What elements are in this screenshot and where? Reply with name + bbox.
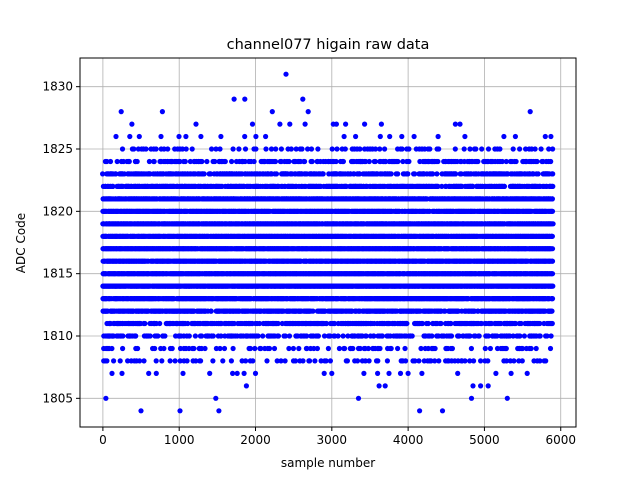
data-point — [296, 345, 302, 352]
data-point — [135, 345, 141, 352]
data-point — [221, 345, 228, 352]
data-point — [199, 333, 205, 339]
data-point — [110, 183, 116, 189]
data-point — [126, 158, 132, 165]
data-point — [366, 158, 372, 165]
data-point — [109, 345, 115, 352]
data-point — [395, 345, 401, 352]
data-point — [113, 171, 119, 177]
data-point — [199, 158, 205, 165]
data-point — [134, 158, 140, 165]
data-point — [286, 345, 292, 352]
data-point — [210, 333, 216, 339]
data-point — [230, 345, 236, 352]
data-point — [107, 158, 114, 165]
data-point — [336, 345, 342, 352]
data-point — [217, 345, 223, 352]
data-point — [147, 333, 153, 339]
data-point — [155, 333, 161, 339]
data-point — [388, 171, 394, 177]
data-point — [185, 320, 191, 327]
data-point — [342, 345, 348, 352]
data-point — [395, 158, 401, 165]
data-point — [379, 333, 385, 339]
data-point — [320, 171, 326, 177]
data-point — [177, 158, 183, 165]
data-point — [100, 171, 106, 177]
data-point — [340, 158, 346, 165]
data-point — [212, 158, 218, 165]
data-point — [146, 158, 152, 165]
data-point — [151, 158, 157, 165]
data-point — [231, 320, 237, 327]
data-point — [120, 345, 126, 352]
data-point — [325, 345, 331, 352]
data-point — [152, 345, 158, 352]
data-point — [133, 333, 139, 339]
data-point — [201, 171, 207, 177]
data-point — [388, 345, 394, 352]
data-point — [255, 333, 261, 339]
data-point — [120, 333, 126, 339]
data-point — [157, 320, 163, 327]
data-point — [229, 158, 235, 165]
data-point — [350, 345, 356, 352]
data-point — [260, 333, 266, 339]
data-point — [340, 333, 346, 339]
data-point — [114, 158, 120, 165]
data-point — [191, 345, 197, 352]
data-point — [208, 171, 214, 177]
data-point — [290, 345, 296, 352]
data-point — [286, 158, 292, 165]
data-point — [286, 333, 293, 339]
data-point — [395, 171, 401, 177]
data-point — [273, 171, 280, 177]
data-point — [204, 158, 210, 165]
data-points — [100, 71, 556, 414]
data-point — [222, 158, 228, 165]
data-point — [309, 158, 315, 165]
data-point — [271, 345, 278, 352]
data-point — [266, 345, 273, 352]
data-point — [162, 333, 168, 339]
data-point — [333, 158, 339, 165]
data-point — [208, 308, 214, 314]
data-point — [213, 345, 219, 352]
data-point — [202, 345, 208, 352]
data-point — [104, 158, 110, 165]
data-point — [302, 158, 308, 165]
data-point — [251, 158, 257, 165]
data-point — [275, 333, 282, 339]
data-point — [187, 158, 193, 165]
data-point — [161, 345, 167, 352]
data-point — [192, 333, 198, 339]
data-point — [272, 158, 279, 165]
data-point — [169, 345, 175, 352]
data-point — [186, 333, 192, 339]
data-point — [335, 333, 341, 339]
data-point — [182, 158, 188, 165]
data-point — [314, 345, 320, 352]
data-point — [218, 333, 224, 339]
data-point — [315, 333, 321, 339]
data-point — [252, 345, 258, 352]
data-point — [142, 320, 148, 327]
data-point — [377, 345, 383, 352]
data-point — [242, 158, 248, 165]
